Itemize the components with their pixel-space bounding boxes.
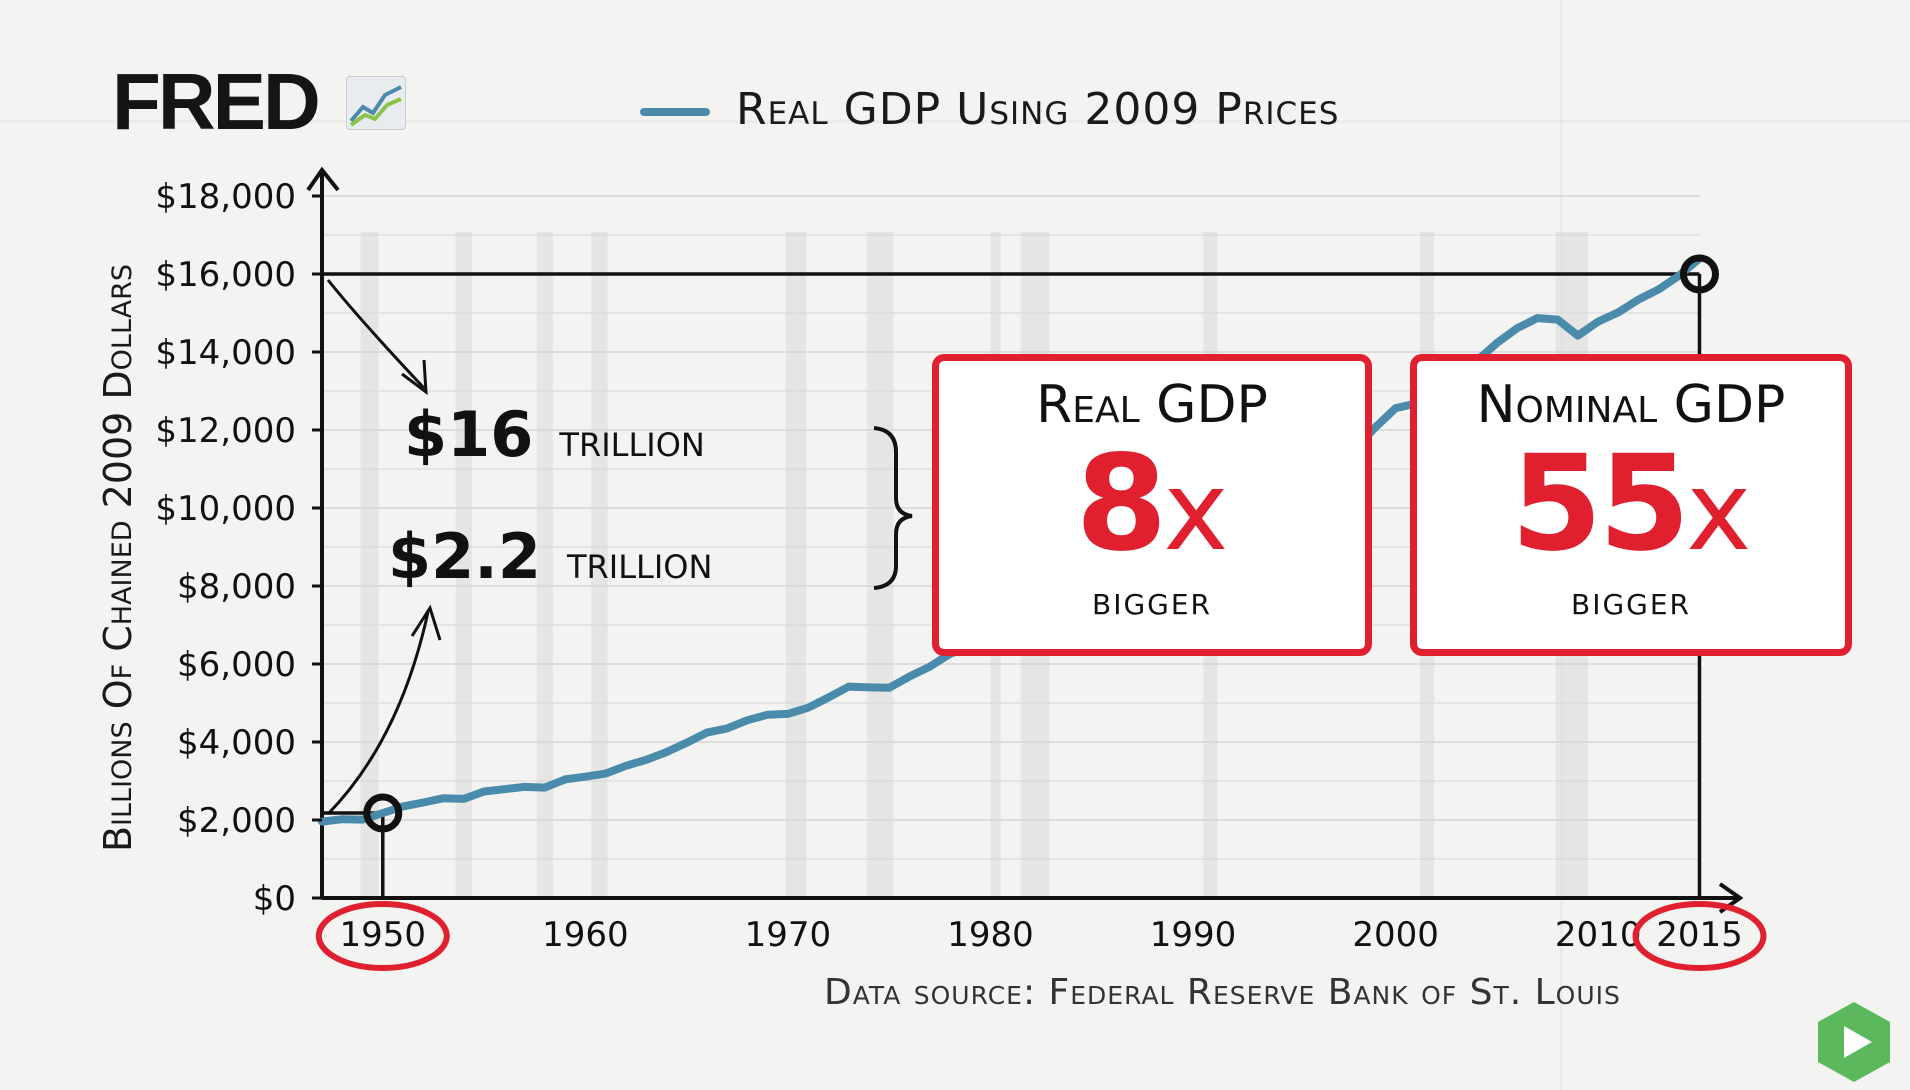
y-tick-label: $8,000 xyxy=(177,567,296,607)
real-gdp-card: Real GDP 8x bigger xyxy=(932,354,1372,656)
point-marker xyxy=(1679,254,1719,294)
y-tick-label: $14,000 xyxy=(155,333,296,373)
x-tick-label: 1990 xyxy=(1150,915,1237,955)
y-axis-arrow xyxy=(306,166,340,192)
fred-logo: FRED xyxy=(112,57,321,146)
recession-band xyxy=(866,232,894,898)
x-tick-label: 1950 xyxy=(340,915,427,955)
card-value: 55x xyxy=(1417,435,1845,574)
y-tick-label: $16,000 xyxy=(155,255,296,295)
card-value-suffix: x xyxy=(1163,447,1229,575)
annotation-low-value: $2.2 xyxy=(388,520,541,593)
x-tick-label: 2000 xyxy=(1352,915,1439,955)
card-value: 8x xyxy=(939,435,1365,574)
recession-band xyxy=(536,232,553,898)
x-tick-label: 1980 xyxy=(947,915,1034,955)
card-value-number: 8 xyxy=(1075,427,1168,581)
point-marker xyxy=(363,793,403,833)
card-subtitle: bigger xyxy=(1570,577,1691,624)
annotation-high-unit: trillion xyxy=(559,413,705,467)
year-highlight-circle xyxy=(1632,901,1767,971)
data-source: Data source: Federal Reserve Bank of St.… xyxy=(824,972,1621,1013)
x-tick-label: 1960 xyxy=(542,915,629,955)
arrow-to-high-annotation xyxy=(326,279,426,390)
recession-band xyxy=(360,232,379,898)
arrow-head xyxy=(410,604,442,641)
card-value-number: 55 xyxy=(1510,427,1691,581)
recession-band xyxy=(591,232,608,898)
arrow-to-low-annotation xyxy=(326,611,430,816)
arrow-head xyxy=(401,359,428,396)
y-tick-label: $6,000 xyxy=(177,645,296,685)
recession-band xyxy=(455,232,472,898)
annotation-low-unit: trillion xyxy=(566,535,713,589)
year-highlight-circle xyxy=(315,901,450,971)
x-tick-label: 1970 xyxy=(745,915,832,955)
annotation-low: $2.2 trillion xyxy=(388,520,712,593)
y-tick-label: $18,000 xyxy=(155,177,296,217)
annotation-high-value: $16 xyxy=(404,398,534,471)
y-tick-label: $10,000 xyxy=(155,489,296,529)
card-value-suffix: x xyxy=(1686,447,1752,575)
y-tick-label: $12,000 xyxy=(155,411,296,451)
curly-brace xyxy=(873,426,913,590)
y-tick-label: $4,000 xyxy=(177,723,296,763)
x-tick-label: 2010 xyxy=(1555,915,1642,955)
play-icon[interactable] xyxy=(1814,1000,1894,1084)
x-tick-label: 2015 xyxy=(1656,915,1743,955)
card-title: Nominal GDP xyxy=(1476,375,1786,435)
chart-line-icon xyxy=(346,76,406,130)
recession-band xyxy=(785,232,807,898)
y-tick-label: $0 xyxy=(253,879,296,919)
y-tick-label: $2,000 xyxy=(177,801,296,841)
nominal-gdp-card: Nominal GDP 55x bigger xyxy=(1410,354,1852,656)
legend-label: Real GDP Using 2009 Prices xyxy=(736,84,1340,135)
annotation-high: $16 trillion xyxy=(404,398,705,471)
card-title: Real GDP xyxy=(1036,375,1268,435)
legend-swatch xyxy=(640,108,710,116)
card-subtitle: bigger xyxy=(1091,577,1212,624)
